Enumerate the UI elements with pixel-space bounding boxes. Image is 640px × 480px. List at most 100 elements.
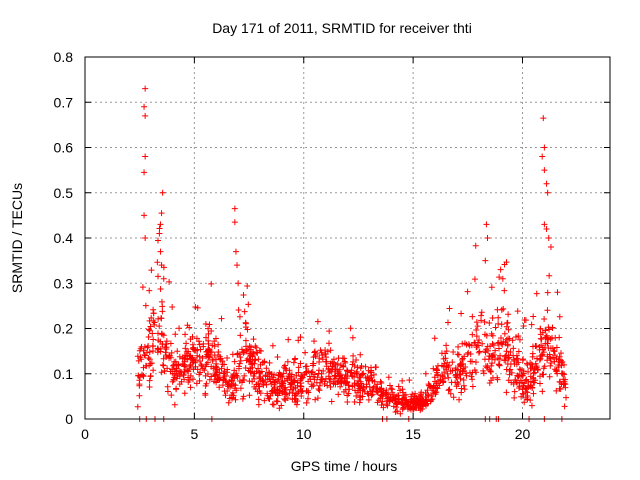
data-point: [279, 382, 286, 389]
data-point: [225, 380, 232, 387]
data-point: [146, 356, 153, 363]
data-point: [160, 332, 167, 339]
data-point: [187, 384, 194, 391]
data-point: [273, 398, 280, 405]
data-point: [335, 378, 342, 385]
data-point: [327, 384, 334, 391]
data-point: [540, 349, 547, 356]
data-point: [428, 397, 435, 404]
y-axis-label: SRMTID / TECUs: [9, 183, 25, 293]
data-point: [528, 321, 535, 328]
data-point: [335, 391, 342, 398]
data-point: [235, 363, 242, 370]
data-point: [481, 318, 488, 325]
data-point: [529, 353, 536, 360]
data-point: [322, 351, 329, 358]
data-point: [498, 340, 505, 347]
data-point: [551, 348, 558, 355]
data-point: [142, 85, 149, 92]
data-point: [232, 248, 239, 255]
data-point: [338, 380, 345, 387]
data-point: [439, 373, 446, 380]
data-point: [472, 340, 479, 347]
data-point: [401, 392, 408, 399]
data-point: [488, 360, 495, 367]
data-point: [134, 403, 141, 410]
data-point: [387, 393, 394, 400]
data-point: [269, 401, 276, 408]
data-point: [399, 377, 406, 384]
data-point: [529, 363, 536, 370]
data-point: [444, 370, 451, 377]
data-point: [315, 386, 322, 393]
data-point: [143, 349, 150, 356]
data-point: [458, 385, 465, 392]
data-point: [236, 360, 243, 367]
data-point: [380, 392, 387, 399]
data-point: [546, 354, 553, 361]
data-point: [487, 368, 494, 375]
data-point: [530, 370, 537, 377]
data-point: [158, 369, 165, 376]
data-point: [483, 221, 490, 228]
data-point: [475, 349, 482, 356]
data-point: [326, 379, 333, 386]
data-point: [514, 308, 521, 315]
data-point: [357, 351, 364, 358]
data-point: [553, 367, 560, 374]
data-point: [378, 379, 385, 386]
data-point: [141, 169, 148, 176]
data-point: [172, 358, 179, 365]
data-point: [316, 387, 323, 394]
data-point: [340, 363, 347, 370]
data-point: [265, 369, 272, 376]
data-point: [487, 343, 494, 350]
data-point: [314, 318, 321, 325]
data-point: [440, 355, 447, 362]
data-point: [399, 404, 406, 411]
data-point: [482, 348, 489, 355]
data-point: [252, 356, 259, 363]
data-point: [291, 356, 298, 363]
data-point: [420, 401, 427, 408]
data-point: [246, 343, 253, 350]
data-point: [524, 389, 531, 396]
data-point: [147, 323, 154, 330]
data-point: [362, 374, 369, 381]
data-point: [303, 363, 310, 370]
data-point: [503, 366, 510, 373]
data-point: [444, 319, 451, 326]
data-point: [144, 344, 151, 351]
data-point: [510, 345, 517, 352]
data-point: [462, 363, 469, 370]
data-point: [284, 395, 291, 402]
data-point: [459, 356, 466, 363]
data-point: [374, 399, 381, 406]
y-tick-label: 0.7: [54, 94, 74, 110]
data-point: [503, 336, 510, 343]
data-point: [211, 352, 218, 359]
data-point: [354, 371, 361, 378]
data-point: [325, 340, 332, 347]
data-point: [356, 399, 363, 406]
data-point: [274, 398, 281, 405]
data-point: [237, 385, 244, 392]
y-tick-label: 0: [65, 411, 73, 427]
data-point: [479, 340, 486, 347]
data-point: [193, 380, 200, 387]
data-point: [545, 235, 552, 241]
data-point: [415, 405, 422, 412]
data-point: [164, 383, 171, 390]
data-point: [134, 353, 141, 360]
data-point: [473, 344, 480, 351]
data-point: [159, 308, 166, 315]
data-point: [522, 394, 529, 401]
data-point: [196, 377, 203, 384]
data-point: [418, 396, 425, 403]
data-point: [157, 248, 164, 255]
data-point: [401, 404, 408, 411]
data-point: [141, 212, 148, 219]
data-point: [181, 355, 188, 362]
data-point: [247, 358, 254, 365]
data-point: [304, 395, 311, 402]
